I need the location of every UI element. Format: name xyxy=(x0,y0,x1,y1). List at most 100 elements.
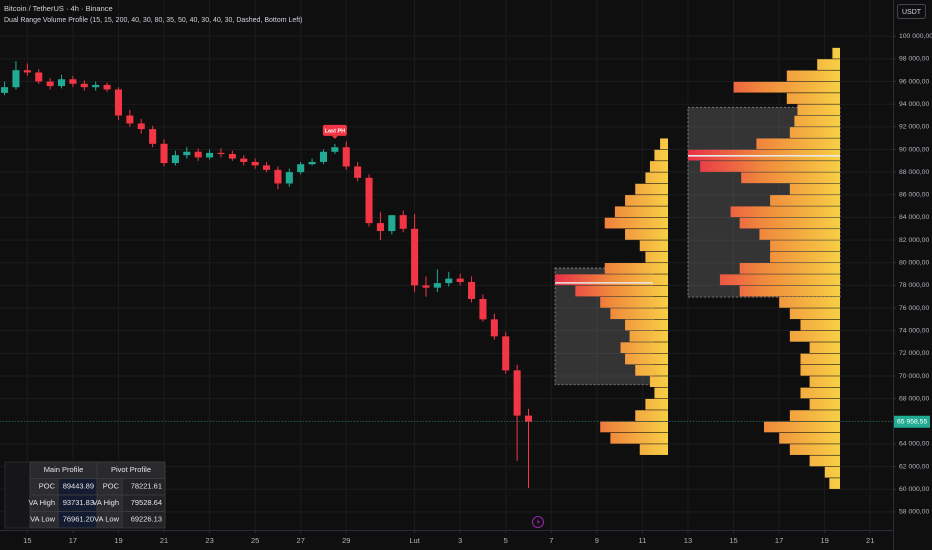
y-tick-label: 80 000,00 xyxy=(899,260,929,267)
table-row-label: POC xyxy=(103,482,120,491)
x-tick-label: 9 xyxy=(595,536,599,545)
profile-bar xyxy=(654,387,668,399)
profile-bar xyxy=(645,398,668,410)
profile-bar xyxy=(614,206,668,218)
profile-bar xyxy=(829,478,840,489)
y-tick-label: 96 000,00 xyxy=(899,78,929,85)
candle-body xyxy=(217,152,225,155)
candle-body xyxy=(479,298,487,320)
y-tick-label: 60 000,00 xyxy=(899,486,929,493)
y-tick-label: 98 000,00 xyxy=(899,56,929,63)
table-header: Main Profile xyxy=(44,465,84,474)
y-tick-label: 86 000,00 xyxy=(899,192,929,199)
table-value: 93731.83 xyxy=(63,498,94,507)
y-tick-label: 74 000,00 xyxy=(899,327,929,334)
candle-body xyxy=(422,285,430,288)
profile-bar xyxy=(739,217,840,229)
profile-bar xyxy=(809,342,840,354)
profile-bar xyxy=(625,353,668,365)
y-tick-label: 62 000,00 xyxy=(899,463,929,470)
profile-bar xyxy=(600,297,668,308)
volume-profile xyxy=(554,138,668,455)
profile-bar xyxy=(741,172,840,184)
profile-bar xyxy=(779,432,840,444)
profile-bar xyxy=(625,319,668,331)
currency-box[interactable] xyxy=(897,4,926,19)
profile-bar xyxy=(764,421,840,433)
candle-body xyxy=(92,84,100,88)
candle-body xyxy=(445,278,453,284)
table-row-label: VA High xyxy=(92,498,119,507)
profile-bar xyxy=(759,229,840,240)
candle-body xyxy=(103,84,111,90)
candle-body xyxy=(114,89,122,116)
profile-bar xyxy=(789,183,840,195)
table-value: 76961.20 xyxy=(63,515,94,524)
profile-bar xyxy=(733,81,840,93)
y-tick-label: 92 000,00 xyxy=(899,124,929,131)
table-cell xyxy=(4,461,31,529)
profile-bar xyxy=(789,308,840,320)
profile-bar xyxy=(800,319,840,331)
candle-body xyxy=(126,115,134,124)
x-tick-label: 13 xyxy=(684,536,692,545)
profile-bar xyxy=(645,251,668,263)
candle-body xyxy=(263,165,271,170)
x-tick-label: 19 xyxy=(820,536,828,545)
x-tick-label: 21 xyxy=(866,536,874,545)
profile-bar xyxy=(739,285,840,297)
last-price-box xyxy=(894,415,930,428)
volume-profile xyxy=(687,47,841,489)
profile-bar xyxy=(639,240,668,252)
candle-body xyxy=(1,87,9,93)
candle-body xyxy=(35,72,43,82)
candle-body xyxy=(57,79,66,87)
candle-body xyxy=(342,147,350,167)
candle-body xyxy=(331,147,339,152)
table-row-label: POC xyxy=(39,482,56,491)
profile-bar xyxy=(817,59,840,70)
currency[interactable]: USDT xyxy=(902,9,922,16)
table-header: Pivot Profile xyxy=(111,465,151,474)
y-tick-label: 64 000,00 xyxy=(899,441,929,448)
profile-bar xyxy=(809,455,840,467)
profile-bar xyxy=(635,183,668,195)
pivot-label-text: Last PH xyxy=(325,128,346,134)
y-tick-label: 100 000,00 xyxy=(899,33,932,40)
candle-body xyxy=(399,215,407,229)
candle-body xyxy=(251,161,259,166)
candle-body xyxy=(23,70,31,73)
profile-bar xyxy=(797,104,840,116)
pivot-pointer xyxy=(331,135,338,139)
profile-bar xyxy=(575,285,668,297)
y-tick-label: 70 000,00 xyxy=(899,373,929,380)
y-tick-label: 78 000,00 xyxy=(899,282,929,289)
x-tick-label: 21 xyxy=(160,536,168,545)
profile-bar xyxy=(649,161,668,172)
profile-bar xyxy=(660,138,668,150)
profile-bar xyxy=(635,410,668,421)
y-tick-label: 68 000,00 xyxy=(899,395,929,402)
pivot-label: Last PH xyxy=(322,124,347,139)
candle-body xyxy=(513,370,521,416)
profile-bar xyxy=(800,387,840,399)
replay-icon[interactable] xyxy=(532,516,544,528)
candles xyxy=(1,61,533,489)
y-tick-label: 94 000,00 xyxy=(899,101,929,108)
x-tick-label: Lut xyxy=(409,536,420,545)
x-tick-label: 27 xyxy=(297,536,305,545)
profile-bar xyxy=(786,70,840,82)
candle-body xyxy=(69,79,77,84)
candle-body xyxy=(433,283,441,288)
candle-body xyxy=(456,278,464,282)
y-tick-label: 76 000,00 xyxy=(899,305,929,312)
x-tick-label: 23 xyxy=(205,536,213,545)
candle-body xyxy=(206,152,214,158)
candle-body xyxy=(137,123,145,130)
y-tick-label: 58 000,00 xyxy=(899,509,929,516)
profile-bar xyxy=(800,353,840,365)
candle-body xyxy=(160,143,168,164)
